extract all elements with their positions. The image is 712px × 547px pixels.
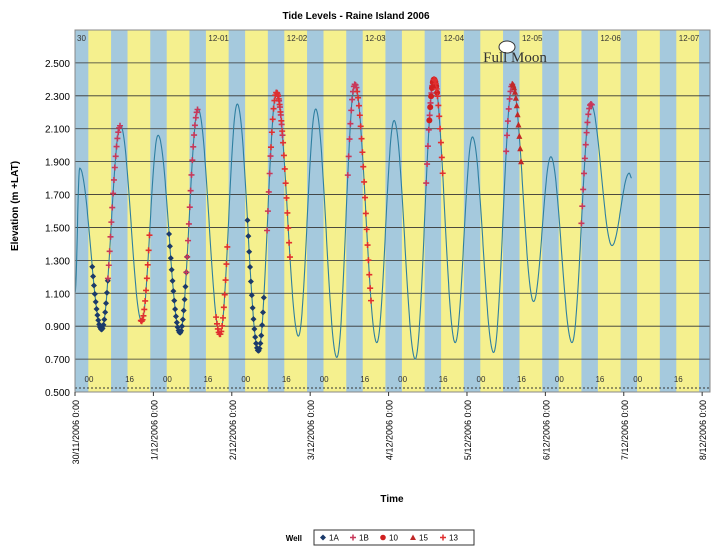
- blue-band: [464, 30, 480, 392]
- y-tick-label: 1.300: [45, 256, 70, 267]
- y-tick-label: 1.100: [45, 289, 70, 300]
- y-tick-label: 1.500: [45, 223, 70, 234]
- full-moon-label: Full Moon: [483, 50, 547, 66]
- hour-label: 00: [163, 375, 172, 384]
- day-label: 12-03: [365, 34, 386, 43]
- blue-band: [621, 30, 637, 392]
- y-tick-label: 0.700: [45, 355, 70, 366]
- hour-label: 16: [125, 375, 134, 384]
- hour-label: 16: [517, 375, 526, 384]
- day-label: 12-06: [600, 34, 621, 43]
- y-axis-ticks: 0.500 0.700 0.900 1.100 1.300 1.500 1.700 1.900…: [45, 59, 70, 399]
- hour-label: 00: [85, 375, 94, 384]
- y-tick-label: 2.300: [45, 92, 70, 103]
- x-tick-label: 3/12/2006 0:00: [306, 400, 316, 460]
- blue-band: [699, 30, 710, 392]
- hour-label: 00: [555, 375, 564, 384]
- blue-band: [542, 30, 558, 392]
- hour-label: 16: [674, 375, 683, 384]
- blue-band: [229, 30, 245, 392]
- hour-label: 00: [398, 375, 407, 384]
- blue-band: [111, 30, 127, 392]
- x-tick-label: 1/12/2006 0:00: [149, 400, 159, 460]
- hour-label: 00: [320, 375, 329, 384]
- x-tick-label: 7/12/2006 0:00: [620, 400, 630, 460]
- legend-label: 15: [419, 534, 428, 543]
- hour-label: 16: [203, 375, 212, 384]
- marker-circle: [427, 104, 433, 110]
- x-tick-label: 8/12/2006 0:00: [698, 400, 708, 460]
- blue-band: [385, 30, 401, 392]
- marker-circle: [428, 93, 434, 99]
- x-tick-label: 4/12/2006 0:00: [385, 400, 395, 460]
- day-label: 12-01: [208, 34, 229, 43]
- legend-label: 1A: [329, 534, 339, 543]
- legend-label: 10: [389, 534, 398, 543]
- y-tick-label: 1.900: [45, 158, 70, 169]
- y-axis-title: Elevation (m +LAT): [10, 161, 21, 251]
- y-tick-label: 0.900: [45, 322, 70, 333]
- hour-label: 16: [360, 375, 369, 384]
- day-label: 12-05: [522, 34, 543, 43]
- legend-label: 1B: [359, 534, 369, 543]
- y-tick-label: 2.500: [45, 59, 70, 70]
- y-tick-label: 2.100: [45, 125, 70, 136]
- hour-label: 00: [477, 375, 486, 384]
- legend-label: 13: [449, 534, 458, 543]
- y-tick-label: 0.500: [45, 388, 70, 399]
- day-label: 12-02: [287, 34, 308, 43]
- day-label: 12-07: [679, 34, 700, 43]
- blue-band: [75, 30, 88, 392]
- day-label: 12-04: [444, 34, 465, 43]
- x-tick-label: 30/11/2006 0:00: [71, 400, 81, 464]
- x-tick-label: 6/12/2006 0:00: [541, 400, 551, 460]
- hour-label: 00: [241, 375, 250, 384]
- hour-label: 16: [439, 375, 448, 384]
- legend: Well 1A 1B 10 15 13: [286, 530, 474, 545]
- y-tick-label: 1.700: [45, 191, 70, 202]
- chart-title: Tide Levels - Raine Island 2006: [282, 11, 430, 22]
- day-label: 30: [77, 34, 86, 43]
- blue-band: [189, 30, 205, 392]
- hour-label: 16: [282, 375, 291, 384]
- blue-band: [307, 30, 323, 392]
- hour-label: 00: [633, 375, 642, 384]
- blue-band: [581, 30, 597, 392]
- legend-marker: [380, 535, 386, 541]
- hour-label: 16: [595, 375, 604, 384]
- legend-title: Well: [286, 534, 302, 543]
- x-axis-title: Time: [380, 494, 404, 505]
- x-axis-ticks: 30/11/2006 0:00 1/12/2006 0:00 2/12/2006 0…: [71, 392, 708, 464]
- x-tick-label: 5/12/2006 0:00: [463, 400, 473, 460]
- blue-band: [660, 30, 676, 392]
- x-tick-label: 2/12/2006 0:00: [228, 400, 238, 460]
- marker-circle: [426, 117, 432, 123]
- blue-band: [150, 30, 166, 392]
- day-night-bands: [75, 30, 710, 392]
